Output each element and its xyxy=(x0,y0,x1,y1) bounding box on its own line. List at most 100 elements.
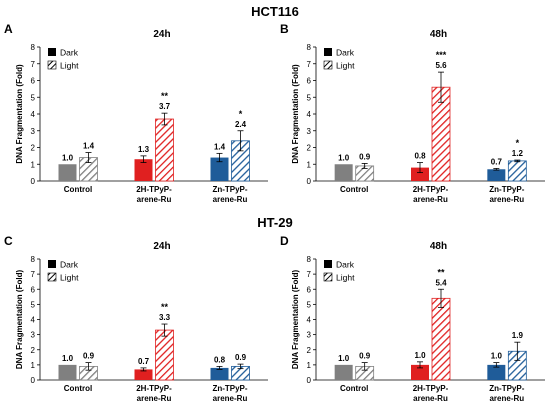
y-tick-label-c-3: 3 xyxy=(31,331,36,340)
category-label-a-2: Zn-TPyP-arene-Ru xyxy=(212,185,247,204)
y-tick-label-c-1: 1 xyxy=(31,361,36,370)
bar-d-0-dark xyxy=(334,364,353,380)
data-label-b-1-light: 5.6 xyxy=(435,61,447,70)
data-label-d-2-light: 1.9 xyxy=(512,331,524,340)
legend-label-dark-a: Dark xyxy=(60,48,79,58)
legend-swatch-dark-d xyxy=(324,260,332,268)
legend-swatch-dark-c xyxy=(48,260,56,268)
category-label-d-1: 2H-TPyP-arene-Ru xyxy=(413,384,449,403)
y-tick-label-a-6: 6 xyxy=(31,77,36,86)
legend-label-light-d: Light xyxy=(336,273,355,283)
y-tick-label-a-2: 2 xyxy=(31,144,36,153)
data-label-d-1-light: 5.4 xyxy=(435,278,447,287)
category-label-c-0: Control xyxy=(64,384,92,393)
category-label-d-0: Control xyxy=(340,384,368,393)
data-label-b-1-dark: 0.8 xyxy=(414,152,426,161)
legend-label-dark-c: Dark xyxy=(60,260,79,270)
legend-label-dark-d: Dark xyxy=(336,260,355,270)
y-tick-label-c-8: 8 xyxy=(31,255,36,264)
y-tick-label-b-2: 2 xyxy=(307,144,312,153)
y-tick-label-b-5: 5 xyxy=(307,93,312,102)
bar-a-1-light xyxy=(155,118,174,182)
y-tick-label-b-3: 3 xyxy=(307,127,312,136)
y-tick-label-b-4: 4 xyxy=(307,110,312,119)
bar-b-2-dark xyxy=(487,169,506,181)
panel-letter-b: B xyxy=(280,22,289,36)
category-label-b-0: Control xyxy=(340,185,368,194)
panel-letter-c: C xyxy=(4,234,13,248)
panel-title-a: 24h xyxy=(153,29,170,40)
data-label-d-2-dark: 1.0 xyxy=(491,352,503,361)
panel-title-c: 24h xyxy=(153,241,170,252)
section-title-hct116: HCT116 xyxy=(251,4,299,19)
section-title-ht29: HT-29 xyxy=(257,215,292,230)
category-label-a-1: 2H-TPyP-arene-Ru xyxy=(136,185,172,204)
y-tick-label-b-0: 0 xyxy=(307,177,312,186)
chart-panel-c: C 24h DNA Fragmentation (Fold) 0 1 2 3 4 5 6 7 8 Dar… xyxy=(4,234,268,403)
significance-b-2-light: * xyxy=(516,138,520,148)
data-label-b-0-light: 0.9 xyxy=(359,152,371,161)
data-label-b-2-light: 1.2 xyxy=(512,149,524,158)
legend-label-light-a: Light xyxy=(60,61,79,71)
y-tick-label-a-1: 1 xyxy=(31,160,36,169)
panel-letter-d: D xyxy=(280,234,289,248)
y-tick-label-a-5: 5 xyxy=(31,93,36,102)
legend-swatch-dark-b xyxy=(324,48,332,56)
legend-swatch-dark-a xyxy=(48,48,56,56)
chart-panel-a: A 24h DNA Fragmentation (Fold) 0 1 2 3 4 5 6 7 8 Dar… xyxy=(4,22,268,204)
bar-d-1-light xyxy=(431,297,451,381)
y-axis-label-c: DNA Fragmentation (Fold) xyxy=(15,270,24,370)
legend-swatch-light-a xyxy=(47,60,57,70)
panel-title-d: 48h xyxy=(430,241,447,252)
y-tick-label-c-5: 5 xyxy=(31,300,36,309)
y-tick-label-a-7: 7 xyxy=(31,60,36,69)
data-label-c-2-dark: 0.8 xyxy=(214,355,226,364)
data-label-d-0-light: 0.9 xyxy=(359,352,371,361)
y-tick-label-d-8: 8 xyxy=(307,255,312,264)
data-label-b-0-dark: 1.0 xyxy=(338,153,350,162)
panel-title-b: 48h xyxy=(430,29,447,40)
bar-b-1-dark xyxy=(411,167,429,181)
significance-b-1-light: *** xyxy=(436,50,447,60)
y-tick-label-b-6: 6 xyxy=(307,77,312,86)
data-label-d-0-dark: 1.0 xyxy=(338,354,350,363)
legend-swatch-light-c xyxy=(47,272,57,282)
panel-letter-a: A xyxy=(4,22,13,36)
bar-b-2-light xyxy=(507,160,527,182)
bar-c-1-light xyxy=(155,329,174,381)
category-label-c-2: Zn-TPyP-arene-Ru xyxy=(212,384,247,403)
bar-c-1-dark xyxy=(134,369,153,380)
y-tick-label-c-0: 0 xyxy=(31,376,36,385)
category-label-a-0: Control xyxy=(64,185,92,194)
data-label-c-0-light: 0.9 xyxy=(83,352,95,361)
bar-a-1-dark xyxy=(134,159,153,181)
data-label-d-1-dark: 1.0 xyxy=(414,351,426,360)
y-tick-label-d-7: 7 xyxy=(307,270,312,279)
data-label-a-2-light: 2.4 xyxy=(235,120,247,129)
y-tick-label-d-3: 3 xyxy=(307,331,312,340)
significance-a-1-light: ** xyxy=(161,91,169,101)
y-tick-label-d-1: 1 xyxy=(307,361,312,370)
chart-panel-d: D 48h DNA Fragmentation (Fold) 0 1 2 3 4 5 6 7 8 Dar… xyxy=(280,234,545,403)
y-tick-label-d-2: 2 xyxy=(307,346,312,355)
data-label-c-1-light: 3.3 xyxy=(159,313,171,322)
y-axis-label-b: DNA Fragmentation (Fold) xyxy=(291,64,300,164)
bar-c-2-dark xyxy=(210,367,229,380)
y-tick-label-b-7: 7 xyxy=(307,60,312,69)
significance-c-1-light: ** xyxy=(161,302,169,312)
y-tick-label-a-4: 4 xyxy=(31,110,36,119)
y-tick-label-c-7: 7 xyxy=(31,270,36,279)
y-tick-label-c-2: 2 xyxy=(31,346,36,355)
category-label-b-1: 2H-TPyP-arene-Ru xyxy=(413,185,449,204)
y-tick-label-a-3: 3 xyxy=(31,127,36,136)
category-label-d-2: Zn-TPyP-arene-Ru xyxy=(489,384,524,403)
legend-swatch-light-d xyxy=(323,272,333,282)
bar-b-0-dark xyxy=(334,164,353,181)
y-tick-label-d-5: 5 xyxy=(307,300,312,309)
y-tick-label-a-0: 0 xyxy=(31,177,36,186)
significance-d-1-light: ** xyxy=(437,267,445,277)
data-label-a-2-dark: 1.4 xyxy=(214,142,226,151)
data-label-c-2-light: 0.9 xyxy=(235,353,247,362)
bar-d-1-dark xyxy=(411,364,429,380)
y-axis-label-a: DNA Fragmentation (Fold) xyxy=(15,64,24,164)
